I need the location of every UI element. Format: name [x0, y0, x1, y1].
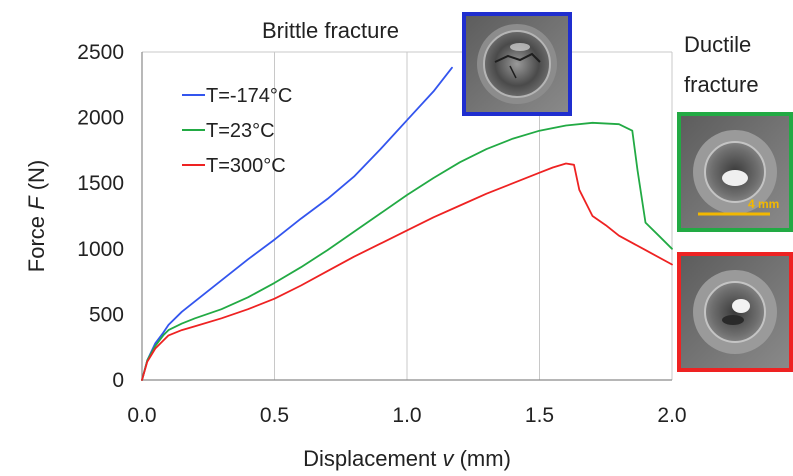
y-tick-label: 2000 — [77, 107, 124, 130]
y-tick-label: 1500 — [77, 172, 124, 195]
ductile-fracture-photo-300c — [677, 252, 793, 372]
x-tick-label: 1.0 — [392, 404, 421, 427]
x-tick-label: 0.5 — [260, 404, 289, 427]
x-axis-title: Displacement v (mm) — [303, 446, 511, 471]
x-tick-label: 2.0 — [657, 404, 686, 427]
legend: T=-174°C T=23°C T=300°C — [182, 85, 292, 177]
y-tick-label: 1000 — [77, 238, 124, 261]
x-tick-labels: 0.0 0.5 1.0 1.5 2.0 — [127, 404, 686, 427]
y-tick-labels: 0 500 1000 1500 2000 2500 — [77, 41, 124, 392]
ductile-fracture-label-line1: Ductile — [684, 32, 751, 57]
scale-bar-label: 4 mm — [748, 197, 779, 211]
x-tick-label: 1.5 — [525, 404, 554, 427]
legend-label: T=-174°C — [206, 85, 292, 107]
ductile-fracture-label-line2: fracture — [684, 72, 759, 97]
series-line-1 — [141, 121, 673, 381]
x-tick-label: 0.0 — [127, 404, 156, 427]
y-tick-label: 500 — [89, 303, 124, 326]
y-axis-title: Force F (N) — [24, 160, 49, 272]
y-tick-label: 0 — [112, 369, 124, 392]
y-tick-label: 2500 — [77, 41, 124, 64]
brittle-fracture-label: Brittle fracture — [262, 18, 399, 43]
ductile-fracture-photo-23c: 4 mm — [677, 112, 793, 232]
plot-area — [141, 51, 673, 381]
series-line-2 — [141, 162, 673, 381]
legend-label: T=300°C — [206, 155, 286, 177]
brittle-fracture-photo — [462, 12, 572, 116]
legend-label: T=23°C — [206, 120, 275, 142]
series-line-0 — [141, 66, 453, 381]
series-lines — [141, 66, 673, 381]
